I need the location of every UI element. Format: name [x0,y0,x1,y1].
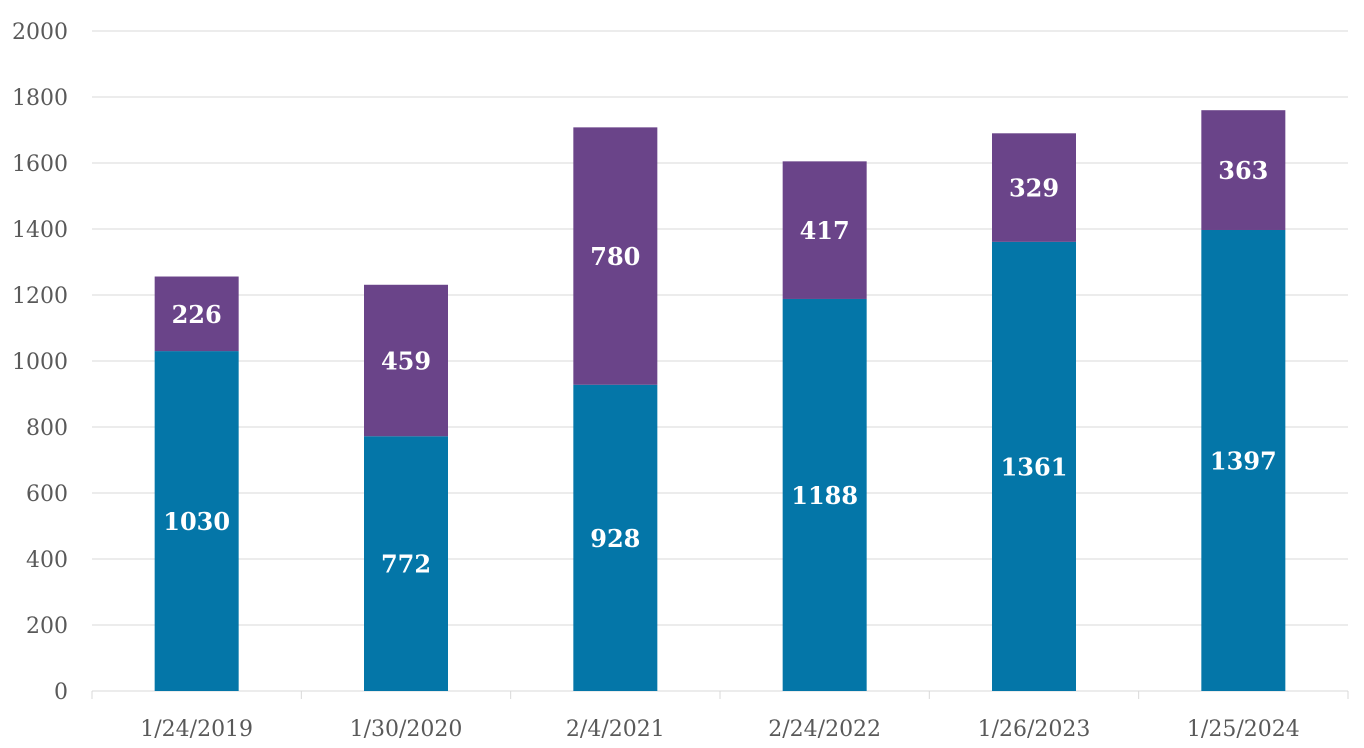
x-tick-label: 1/24/2019 [140,717,253,742]
y-tick-label: 1800 [12,86,68,111]
x-tick-label: 2/24/2022 [768,717,881,742]
x-axis: 1/24/2019 1/30/2020 2/4/2021 2/24/2022 1/26/… [91,690,1349,742]
y-tick-label: 1200 [12,284,68,309]
bar-segment [364,436,448,691]
bar-segment [154,351,239,691]
data-label: 1361 [1001,452,1068,481]
y-tick-label: 600 [26,482,68,507]
y-tick-label: 1600 [12,152,68,177]
x-tick-label: 1/30/2020 [350,717,463,742]
data-label: 1030 [163,507,230,536]
bar-segment [782,161,867,299]
bar-segment [992,241,1076,691]
y-tick-label: 800 [26,416,68,441]
data-label: 417 [800,216,850,245]
y-tick-label: 400 [26,548,68,573]
y-tick-label: 1000 [12,350,68,375]
bar-segment [364,284,448,437]
bars [154,110,1286,692]
x-tick-label: 1/25/2024 [1187,717,1300,742]
gridlines [92,30,1348,626]
data-label: 226 [172,300,222,329]
x-tick-label: 1/26/2023 [978,717,1091,742]
y-tick-label: 2000 [12,20,68,45]
bar-segment [573,127,658,385]
bar-segment [1201,229,1286,692]
data-label: 780 [590,242,640,271]
data-label: 329 [1009,174,1059,203]
data-label: 1188 [791,481,858,510]
y-tick-label: 1400 [12,218,68,243]
y-tick-label: 200 [26,614,68,639]
y-axis: 0 200 400 600 800 1000 1200 1400 1600 1800 2000 [12,20,68,705]
data-label: 928 [590,524,640,553]
bar-segment [782,298,867,691]
data-labels: 1030 226 772 459 928 780 1188 417 1361 329 1397 363 [163,156,1276,579]
x-tick-label: 2/4/2021 [566,717,665,742]
data-label: 1397 [1210,446,1277,475]
bar-segment [992,133,1076,242]
bar-segment [154,276,239,352]
bar-segment [573,384,658,691]
bar-segment [1201,110,1286,230]
data-label: 363 [1218,156,1268,185]
y-tick-label: 0 [54,680,68,705]
data-label: 459 [381,347,431,376]
data-label: 772 [381,550,431,579]
